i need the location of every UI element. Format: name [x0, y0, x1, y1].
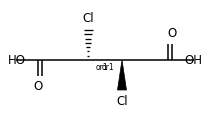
Text: O: O	[33, 80, 43, 93]
Text: Cl: Cl	[82, 12, 94, 25]
Text: or1: or1	[96, 63, 109, 72]
Text: OH: OH	[184, 53, 202, 67]
Text: Cl: Cl	[116, 95, 128, 108]
Text: HO: HO	[8, 53, 26, 67]
Polygon shape	[118, 60, 126, 90]
Text: O: O	[167, 27, 177, 40]
Text: or1: or1	[101, 63, 114, 72]
